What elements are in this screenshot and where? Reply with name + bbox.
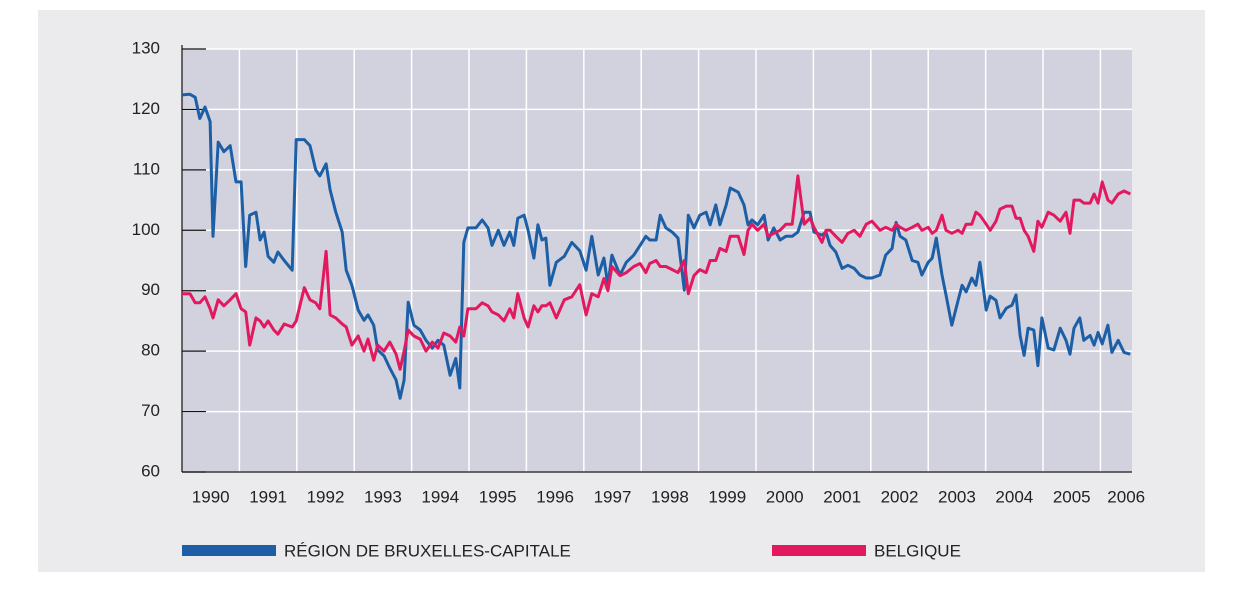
legend-swatch — [182, 545, 276, 556]
y-tick-label: 120 — [132, 99, 160, 118]
x-tick-label: 1998 — [651, 487, 689, 506]
y-tick-label: 110 — [133, 159, 160, 178]
x-tick-label: 1995 — [479, 487, 517, 506]
y-tick-label: 90 — [141, 280, 160, 299]
x-tick-label: 1991 — [249, 487, 287, 506]
y-tick-label: 70 — [141, 401, 160, 420]
x-tick-label: 2006 — [1107, 487, 1145, 506]
x-tick-label: 2000 — [766, 487, 804, 506]
legend-swatch — [772, 545, 866, 556]
y-tick-label: 100 — [132, 220, 160, 239]
x-tick-label: 1994 — [421, 487, 459, 506]
x-tick-label: 2003 — [938, 487, 976, 506]
x-tick-label: 1997 — [594, 487, 632, 506]
legend-label: BELGIQUE — [874, 541, 961, 560]
x-tick-label: 2005 — [1053, 487, 1091, 506]
x-tick-label: 1990 — [192, 487, 230, 506]
x-tick-label: 1999 — [708, 487, 746, 506]
x-tick-label: 1996 — [536, 487, 574, 506]
x-tick-label: 1992 — [307, 487, 345, 506]
x-tick-label: 2002 — [881, 487, 919, 506]
x-tick-label: 1993 — [364, 487, 402, 506]
y-tick-label: 60 — [141, 461, 160, 480]
y-tick-label: 130 — [132, 38, 160, 57]
x-tick-label: 2004 — [995, 487, 1033, 506]
legend-label: RÉGION DE BRUXELLES-CAPITALE — [284, 541, 571, 560]
series-line — [181, 92, 1131, 400]
y-tick-label: 80 — [141, 341, 160, 360]
series-line — [182, 174, 1131, 371]
x-tick-label: 2001 — [823, 487, 861, 506]
